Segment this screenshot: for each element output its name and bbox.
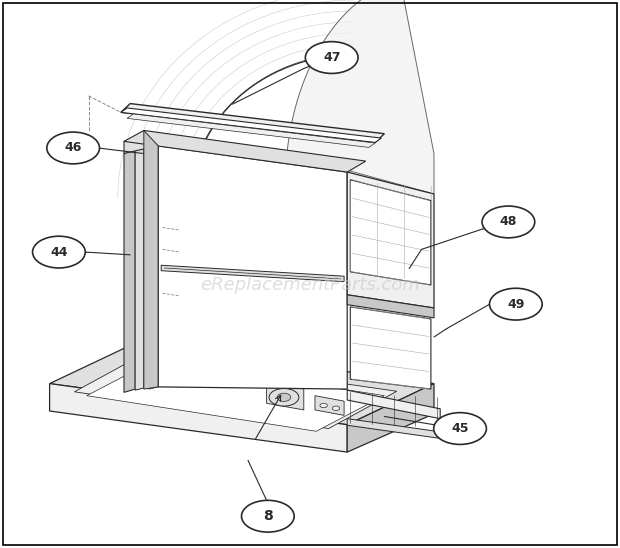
Polygon shape (50, 384, 347, 452)
Polygon shape (287, 0, 434, 194)
Ellipse shape (269, 389, 299, 406)
Polygon shape (315, 396, 344, 415)
Polygon shape (347, 295, 434, 318)
Polygon shape (50, 342, 434, 425)
Polygon shape (347, 419, 440, 438)
Ellipse shape (332, 406, 340, 410)
Polygon shape (347, 384, 434, 452)
Text: 47: 47 (323, 51, 340, 64)
Polygon shape (350, 307, 431, 389)
Text: 44: 44 (50, 246, 68, 259)
Ellipse shape (241, 500, 294, 532)
Text: 45: 45 (451, 422, 469, 435)
Polygon shape (347, 172, 434, 308)
Polygon shape (124, 130, 366, 172)
Polygon shape (121, 108, 381, 142)
Text: 46: 46 (64, 141, 82, 155)
Ellipse shape (490, 288, 542, 320)
Ellipse shape (47, 132, 99, 164)
Polygon shape (144, 130, 158, 389)
Ellipse shape (32, 236, 86, 268)
Polygon shape (74, 355, 397, 429)
Polygon shape (124, 150, 135, 392)
Polygon shape (124, 134, 158, 153)
Ellipse shape (306, 42, 358, 73)
Ellipse shape (320, 403, 327, 408)
Polygon shape (149, 146, 158, 389)
Text: 8: 8 (263, 509, 273, 523)
Ellipse shape (482, 206, 534, 238)
Polygon shape (121, 104, 384, 142)
Polygon shape (87, 360, 384, 431)
Text: eReplacementParts.com: eReplacementParts.com (200, 276, 420, 294)
Polygon shape (347, 390, 440, 419)
Polygon shape (135, 148, 144, 390)
Ellipse shape (434, 413, 487, 444)
Polygon shape (161, 265, 344, 282)
Polygon shape (350, 180, 431, 285)
Polygon shape (158, 146, 347, 389)
Polygon shape (267, 383, 304, 410)
Text: 48: 48 (500, 215, 517, 229)
Text: 49: 49 (507, 298, 525, 311)
Ellipse shape (277, 393, 291, 401)
Polygon shape (127, 114, 375, 147)
